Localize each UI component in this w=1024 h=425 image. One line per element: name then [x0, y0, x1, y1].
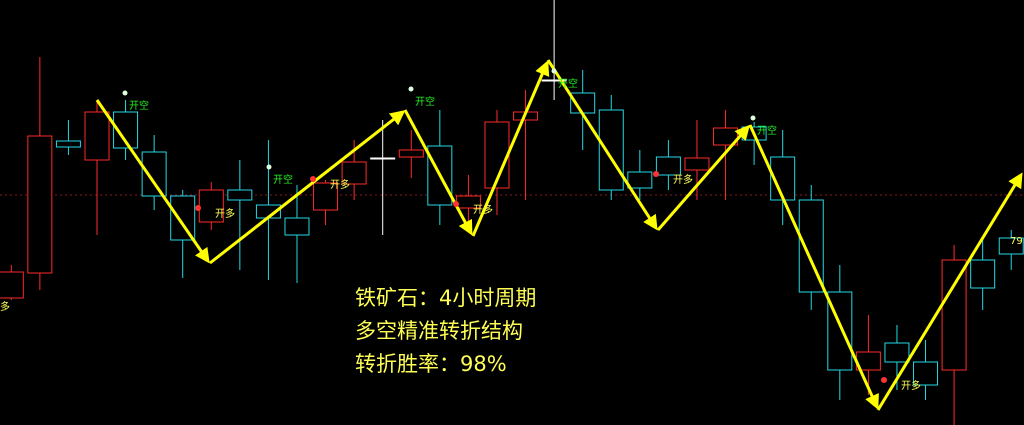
- long-signal: 开多: [215, 207, 235, 220]
- candle-body: [227, 189, 253, 201]
- arrow: [209, 110, 406, 265]
- annotation-line: 转折胜率：98%: [355, 352, 507, 376]
- arrow: [656, 124, 750, 231]
- candle-body: [198, 189, 224, 223]
- candle-body: [884, 342, 910, 363]
- short-signal: 开空: [415, 95, 435, 108]
- candle-body: [370, 157, 396, 160]
- candle-body: [284, 217, 310, 236]
- candle-body: [341, 161, 367, 185]
- signal-icon: [195, 205, 201, 211]
- signal-icon: [653, 171, 659, 177]
- edge-label: 多: [0, 300, 10, 313]
- long-signal: 开多: [901, 379, 921, 392]
- arrow: [876, 172, 1023, 411]
- candle-body: [598, 109, 624, 191]
- signal-icon: [408, 86, 414, 92]
- short-signal: 开空: [757, 124, 777, 137]
- signal-icon: [881, 377, 887, 383]
- arrow: [748, 124, 879, 410]
- candle-body: [27, 135, 53, 274]
- long-signal: 开多: [673, 173, 693, 186]
- edge-label: 79: [1010, 236, 1023, 247]
- signal-icon: [266, 164, 272, 170]
- signal-icon: [310, 176, 316, 182]
- candle-body: [398, 149, 424, 158]
- annotation-line: 铁矿石：4小时周期: [355, 286, 536, 310]
- candle-body: [941, 259, 967, 371]
- candle-body: [541, 79, 567, 82]
- signal-icon: [453, 201, 459, 207]
- short-signal: 开空: [558, 77, 578, 90]
- candle-body: [970, 259, 996, 289]
- long-signal: 开多: [330, 178, 350, 191]
- candle-body: [141, 151, 167, 197]
- long-signal: 开多: [473, 203, 493, 216]
- arrow: [546, 59, 658, 231]
- arrow: [95, 99, 210, 264]
- short-signal: 开空: [129, 99, 149, 112]
- arrow: [403, 109, 473, 236]
- candle-body: [627, 171, 653, 189]
- candle-body: [170, 195, 196, 241]
- candle-body: [684, 157, 710, 171]
- candle-body: [313, 182, 339, 211]
- candle-body: [0, 271, 24, 299]
- candle-body: [913, 361, 939, 386]
- signal-icon: [750, 115, 756, 121]
- candle-body: [655, 156, 681, 176]
- arrow: [471, 60, 550, 237]
- zigzag-arrows: [95, 59, 1023, 411]
- signal-icon: [122, 90, 128, 96]
- candle-body: [998, 237, 1024, 255]
- candle-body: [84, 111, 110, 161]
- signal-icon: [551, 68, 557, 74]
- short-signal: 开空: [273, 173, 293, 186]
- annotation-line: 多空精准转折结构: [355, 319, 523, 343]
- candle-body: [55, 140, 81, 148]
